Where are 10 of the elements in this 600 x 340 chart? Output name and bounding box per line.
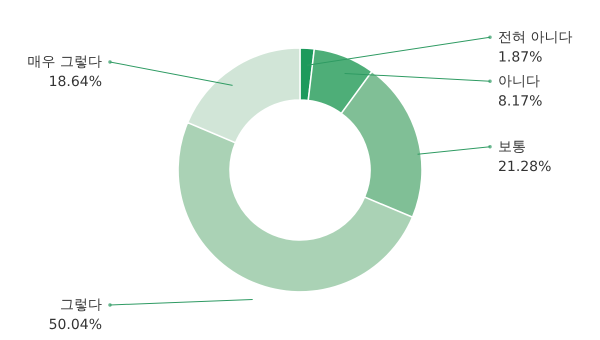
slice-label: 아니다 [498, 73, 540, 90]
slice-label: 보통 [498, 138, 526, 155]
slice-label: 그렇다 [60, 297, 102, 313]
data-label: 18.64% [48, 74, 102, 90]
slice-label: 전혀 아니다 [498, 29, 572, 46]
data-label: 50.04% [48, 317, 102, 333]
slice-label: 매우 그렇다 [28, 54, 102, 70]
data-label: 1.87% [498, 49, 542, 66]
data-label: 8.17% [498, 93, 542, 110]
data-label: 21.28% [498, 158, 552, 175]
